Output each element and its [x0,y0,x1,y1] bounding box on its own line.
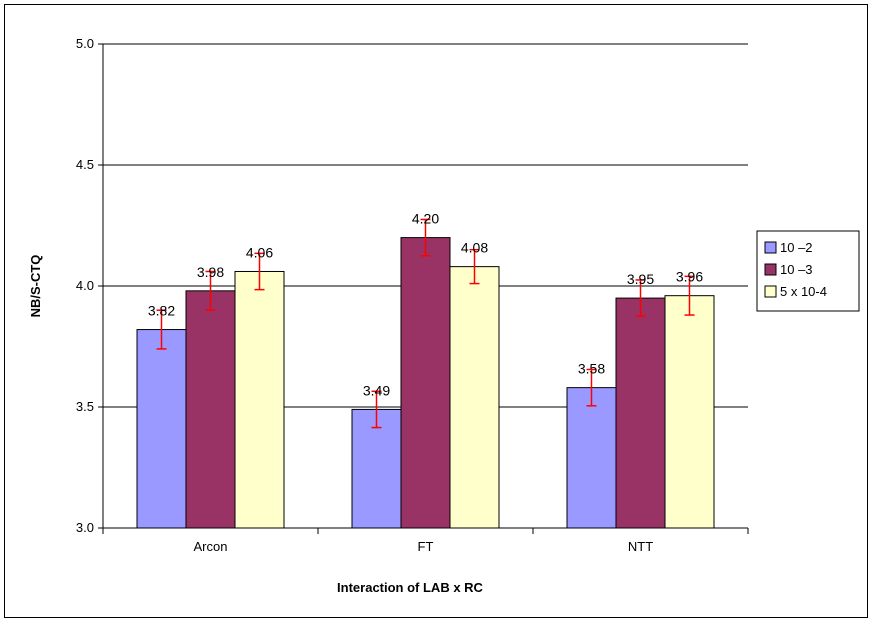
data-labels: 3.82 3.49 3.58 3.98 4.20 3.95 4.06 4.08 3.96 [148,211,703,399]
data-label: 3.49 [363,382,390,398]
legend-label: 10 –2 [780,240,813,255]
bar [234,270,285,529]
x-tick-label: FT [418,539,434,554]
bar [566,387,617,529]
legend-swatch [764,241,777,254]
data-label: 3.96 [676,269,703,285]
y-tick-label: 4.5 [76,157,94,172]
axes: 3.0 3.5 4.0 4.5 5.0 Arcon FT NTT [76,36,749,554]
bar [185,290,236,529]
y-axis-title: NB/S-CTQ [28,255,43,318]
data-label: 3.82 [148,303,175,319]
data-label: 4.20 [412,211,439,227]
legend-swatch [764,263,777,276]
y-tick-label: 3.5 [76,399,94,414]
y-tick-label: 5.0 [76,36,94,51]
legend-label: 10 –3 [780,262,813,277]
data-label: 4.08 [461,240,488,256]
bar [351,408,402,529]
error-bars [156,218,695,429]
x-tick-label: Arcon [194,539,228,554]
legend-swatch [764,285,777,298]
bars [136,237,715,529]
bar [664,295,715,529]
x-tick-label: NTT [628,539,653,554]
data-label: 3.95 [627,271,654,287]
bar [449,266,500,529]
bar [615,297,666,529]
data-label: 3.58 [578,361,605,377]
legend-label: 5 x 10-4 [780,284,827,299]
y-tick-label: 4.0 [76,278,94,293]
x-axis-title: Interaction of LAB x RC [337,580,484,595]
bar [136,329,187,529]
bar [400,237,451,529]
data-label: 4.06 [246,244,273,260]
y-tick-label: 3.0 [76,520,94,535]
data-label: 3.98 [197,264,224,280]
legend: 10 –2 10 –3 5 x 10-4 [756,230,860,312]
